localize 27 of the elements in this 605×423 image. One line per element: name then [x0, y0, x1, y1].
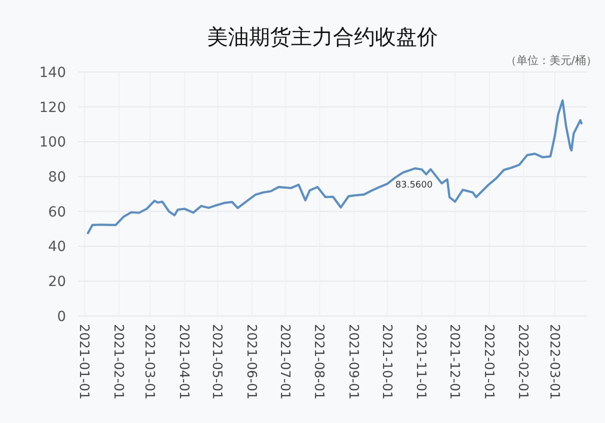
x-tick-label: 2021-02-01	[110, 324, 126, 400]
y-tick-label: 100	[39, 134, 66, 151]
chart-title: 美油期货主力合约收盘价	[207, 25, 438, 49]
x-tick-label: 2021-01-01	[76, 324, 92, 400]
x-tick-label: 2021-03-01	[142, 324, 157, 400]
y-tick-label: 120	[39, 100, 66, 116]
x-tick-label: 2021-09-01	[346, 324, 361, 400]
x-tick-label: 2022-02-01	[515, 324, 530, 400]
x-tick-label: 2022-01-01	[480, 324, 496, 400]
x-tick-label: 2021-11-01	[413, 324, 428, 400]
y-tick-label: 60	[48, 204, 66, 220]
x-tick-label: 2021-05-01	[209, 324, 224, 400]
annotation: 83.5600	[395, 180, 433, 191]
x-tick-label: 2021-08-01	[311, 324, 326, 400]
x-tick-label: 2022-03-01	[546, 324, 562, 400]
y-tick-label: 80	[48, 169, 66, 186]
x-tick-label: 2021-10-01	[378, 324, 394, 400]
y-tick-label: 140	[39, 64, 66, 81]
x-tick-label: 2021-07-01	[276, 324, 292, 400]
line-series	[86, 99, 583, 234]
text: （单位：美元/桶）	[505, 54, 597, 67]
y-tick-label: 0	[57, 308, 66, 325]
y-tick-label: 20	[48, 274, 66, 290]
x-tick-label: 2021-06-01	[244, 324, 259, 400]
y-tick-label: 40	[48, 239, 66, 256]
x-tick-label: 2021-12-01	[446, 324, 462, 400]
x-tick-label: 2021-04-01	[176, 324, 191, 400]
